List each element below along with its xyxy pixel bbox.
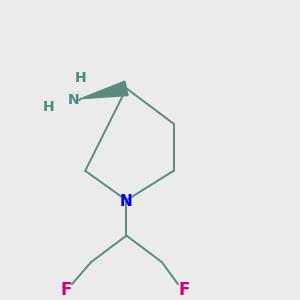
Text: F: F [178,281,190,299]
Polygon shape [81,81,128,99]
Text: N: N [68,93,79,107]
Text: H: H [75,71,87,85]
Text: N: N [120,194,133,209]
Text: H: H [43,100,54,115]
Text: F: F [60,281,72,299]
